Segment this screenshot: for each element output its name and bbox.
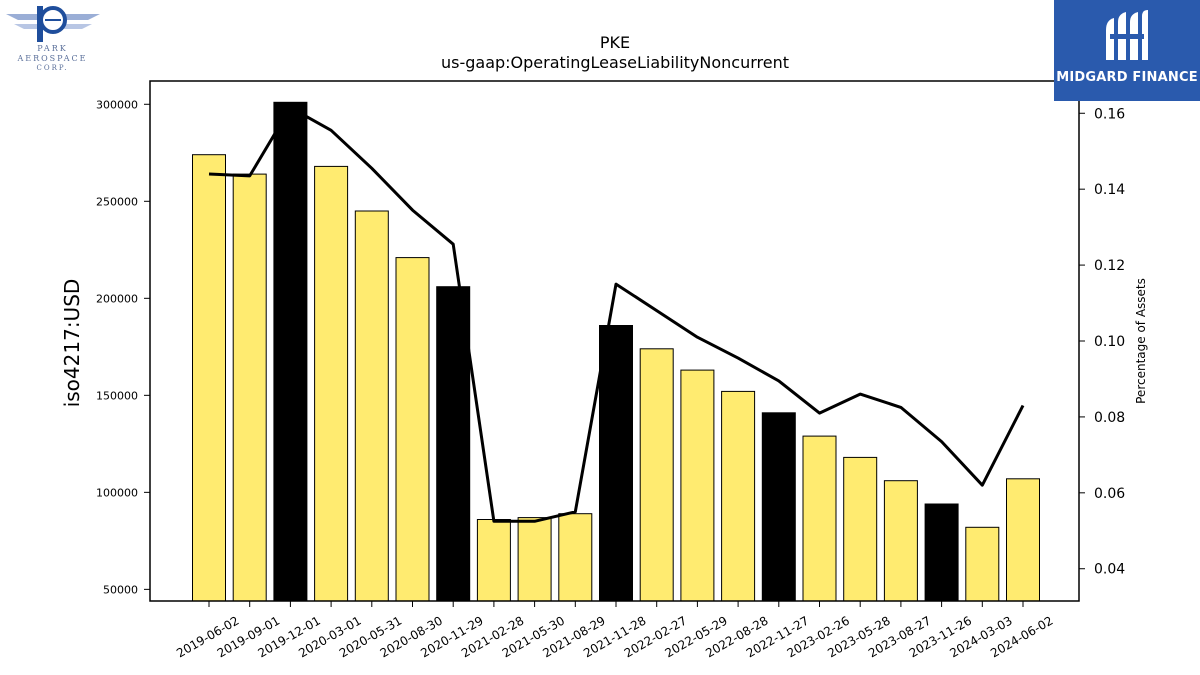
y2-tick-label-2: 0.08 [1094, 410, 1125, 426]
line-group [208, 106, 1025, 523]
chart-subtitle: us-gaap:OperatingLeaseLiabilityNoncurren… [441, 53, 789, 72]
y2-axis-label: Percentage of Assets [1134, 278, 1148, 404]
y2-tick-label-1: 0.06 [1094, 486, 1125, 502]
park-logo-line1: PARK [37, 44, 68, 53]
bar-2023-11-26 [924, 503, 959, 602]
bar-2021-05-30 [517, 517, 552, 602]
bar-2020-11-29 [436, 286, 471, 602]
bar-2023-08-27 [883, 480, 918, 602]
y-axis-label: iso4217:USD [60, 279, 84, 408]
y-tick-label-150000: 150000 [96, 389, 138, 402]
bar-2020-03-01 [314, 165, 349, 602]
bar-2019-12-01 [273, 101, 308, 602]
chart-title: PKE [600, 33, 630, 52]
bar-2021-02-28 [476, 519, 511, 602]
midgard-emblem-icon [1106, 10, 1148, 60]
y-tick-label-300000: 300000 [96, 98, 138, 111]
bar-2019-09-01 [232, 173, 267, 602]
bar-2024-03-03 [965, 526, 1000, 602]
bars-group [192, 101, 1040, 602]
bar-2024-06-02 [1006, 478, 1040, 602]
bar-2022-08-28 [721, 390, 756, 602]
y2-tick-label-6: 0.16 [1094, 106, 1125, 122]
bar-2020-08-30 [395, 257, 430, 602]
x-axis: 2019-06-022019-09-012019-12-012020-03-01… [174, 601, 1056, 660]
bar-2023-02-26 [802, 435, 837, 602]
y2-tick-label-4: 0.12 [1094, 258, 1125, 274]
bar-2021-08-29 [558, 513, 593, 602]
y2-tick-label-0: 0.04 [1094, 562, 1125, 578]
bar-2019-06-02 [192, 154, 226, 602]
percentage-line [208, 106, 1025, 523]
midgard-finance-logo: MIDGARD FINANCE [1054, 0, 1200, 101]
park-logo-line3: CORP. [36, 64, 69, 72]
y-tick-label-100000: 100000 [96, 486, 138, 499]
y2-tick-label-3: 0.10 [1094, 334, 1125, 350]
bar-2021-11-28 [599, 325, 633, 602]
park-aerospace-emblem-icon [6, 6, 100, 42]
y2-tick-label-5: 0.14 [1094, 182, 1125, 198]
bar-2020-05-31 [354, 210, 389, 602]
y-tick-label-200000: 200000 [96, 292, 138, 305]
y-axis-left: 50000 100000 150000 200000 250000 300000 [96, 98, 150, 596]
park-aerospace-logo: PARK AEROSPACE CORP. [0, 0, 105, 80]
bar-2022-11-27 [761, 412, 796, 602]
bar-2022-05-29 [680, 369, 715, 602]
park-logo-line2: AEROSPACE [17, 54, 88, 63]
bar-2022-02-27 [639, 348, 674, 602]
y-axis-right: 0.04 0.06 0.08 0.10 0.12 0.14 0.16 [1079, 106, 1125, 578]
y-tick-label-250000: 250000 [96, 195, 138, 208]
y-tick-label-50000: 50000 [103, 583, 138, 596]
midgard-brand-text: MIDGARD FINANCE [1056, 70, 1198, 85]
bar-2023-05-28 [843, 456, 878, 602]
